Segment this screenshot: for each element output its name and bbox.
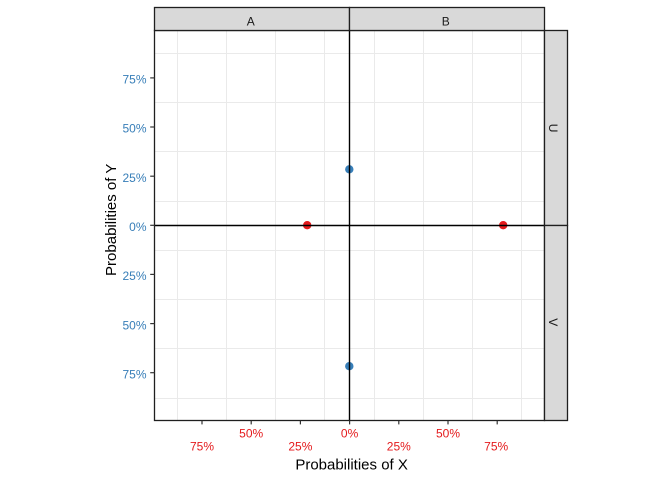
svg-text:25%: 25% (387, 439, 411, 453)
svg-text:75%: 75% (122, 367, 146, 381)
svg-text:U: U (546, 124, 560, 133)
svg-text:V: V (546, 318, 560, 326)
svg-text:0%: 0% (129, 220, 147, 234)
svg-text:Probabilities of Y: Probabilities of Y (103, 164, 120, 276)
svg-text:50%: 50% (239, 426, 263, 440)
svg-text:50%: 50% (122, 122, 146, 136)
svg-text:75%: 75% (484, 439, 508, 453)
svg-text:0%: 0% (341, 426, 359, 440)
svg-text:50%: 50% (436, 426, 460, 440)
svg-text:50%: 50% (122, 318, 146, 332)
svg-text:25%: 25% (122, 171, 146, 185)
svg-text:Probabilities of X: Probabilities of X (295, 457, 408, 474)
svg-text:A: A (247, 15, 255, 29)
svg-text:75%: 75% (122, 73, 146, 87)
svg-text:25%: 25% (122, 269, 146, 283)
svg-text:75%: 75% (190, 439, 214, 453)
svg-text:B: B (442, 15, 450, 29)
svg-text:25%: 25% (288, 439, 312, 453)
